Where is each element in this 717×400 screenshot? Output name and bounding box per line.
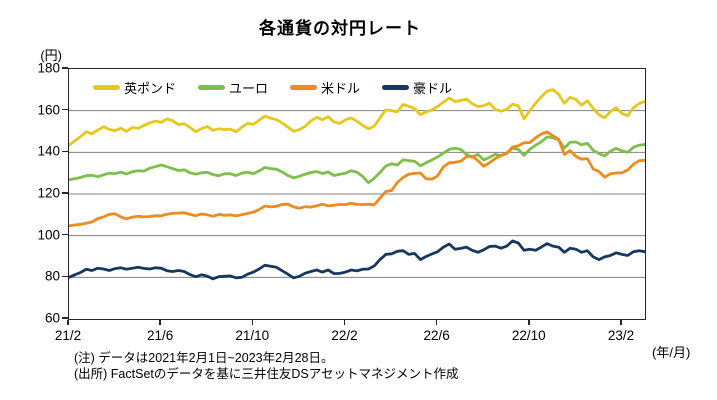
footnote-source: (出所) FactSetのデータを基に三井住友DSアセットマネジメント作成: [74, 367, 459, 381]
y-tick-label: 180: [37, 60, 60, 76]
x-tick-mark: [251, 319, 254, 325]
legend-label-gbp: 英ポンド: [124, 81, 177, 96]
y-tick-label: 100: [37, 227, 60, 243]
y-tick-label: 140: [37, 143, 60, 159]
y-tick-mark: [62, 150, 68, 153]
x-tick-mark: [343, 319, 346, 325]
legend-swatch-gbp: [93, 85, 120, 90]
x-axis-unit-label: (年/月): [652, 345, 691, 360]
x-tick-label: 22/10: [511, 328, 546, 343]
y-tick-mark: [62, 317, 68, 319]
series-line-gbp: [69, 88, 645, 147]
footnote-data-range: (注) データは2021年2月1日~2023年2月28日。: [74, 351, 334, 365]
y-tick-label: 120: [37, 185, 60, 201]
legend-swatch-eur: [198, 85, 226, 90]
y-tick-mark: [62, 192, 68, 194]
y-tick-mark: [62, 108, 68, 111]
footnotes: (注) データは2021年2月1日~2023年2月28日。 (出所) FactS…: [74, 350, 459, 382]
chart-title: 各通貨の対円レート: [259, 19, 421, 38]
y-axis-unit-label: (円): [40, 48, 62, 63]
x-tick-mark: [159, 319, 161, 325]
x-tick-mark: [435, 319, 438, 325]
x-tick-mark: [528, 319, 530, 325]
x-tick-label: 21/6: [147, 328, 174, 343]
plot-area: 英ポンド ユーロ 米ドル 豪ドル: [68, 68, 646, 320]
line-chart-canvas: [69, 88, 645, 281]
series-line-usd: [69, 130, 645, 228]
series-line-eur: [69, 135, 645, 185]
y-tick-label: 80: [44, 268, 60, 284]
legend-item-aud: 豪ドル: [382, 78, 452, 97]
y-tick-mark: [62, 233, 68, 236]
x-tick-label: 21/10: [235, 328, 270, 343]
y-tick-mark: [62, 275, 68, 278]
x-tick-mark: [67, 319, 69, 325]
x-tick-mark: [620, 319, 622, 325]
x-tick-label: 22/2: [331, 328, 358, 343]
x-tick-label: 21/2: [54, 328, 82, 343]
x-tick-label: 23/2: [607, 328, 635, 343]
legend-item-usd: 米ドル: [290, 78, 360, 97]
legend-item-eur: ユーロ: [198, 78, 268, 97]
legend-swatch-aud: [382, 85, 410, 90]
legend-label-usd: 米ドル: [321, 81, 361, 96]
y-tick-mark: [62, 67, 68, 69]
x-tick-label: 22/6: [423, 328, 450, 343]
legend-item-gbp: 英ポンド: [93, 78, 176, 97]
y-tick-label: 160: [37, 102, 60, 118]
legend-label-aud: 豪ドル: [413, 81, 453, 96]
legend-swatch-usd: [290, 85, 318, 90]
legend-label-eur: ユーロ: [229, 81, 269, 96]
y-tick-label: 60: [44, 310, 60, 326]
chart-legend: 英ポンド ユーロ 米ドル 豪ドル: [93, 78, 452, 97]
series-line-aud: [69, 239, 645, 281]
